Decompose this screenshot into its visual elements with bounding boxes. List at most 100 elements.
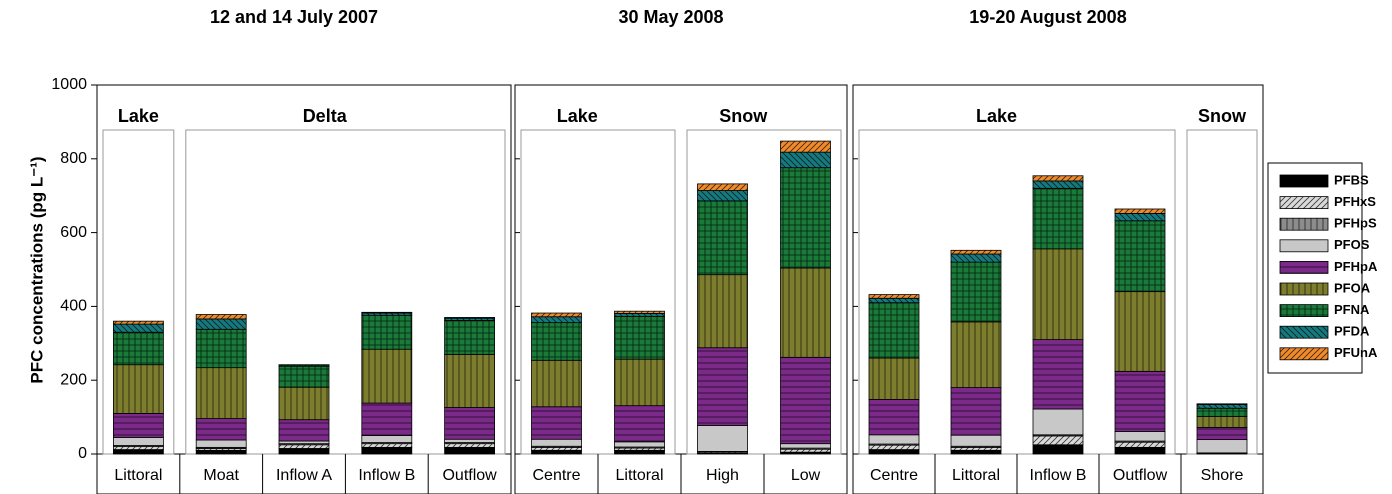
bar-segment (531, 446, 582, 451)
x-tick-label: Outflow (442, 467, 497, 484)
bar-segment (113, 323, 164, 333)
legend-swatch (1279, 282, 1329, 296)
bar-segment (361, 314, 413, 350)
bar-segment (614, 441, 665, 448)
x-tick-label: Shore (1201, 467, 1244, 484)
bar-segment (531, 312, 582, 318)
bar-segment (868, 398, 920, 436)
bar-segment (278, 419, 330, 442)
bar-segment (113, 364, 164, 414)
bar-segment (950, 321, 1002, 388)
bar-segment (780, 167, 831, 269)
bar-segment (1032, 444, 1084, 455)
bar-segment (1114, 291, 1166, 372)
bar-segment (868, 444, 920, 450)
group-label: Lake (557, 106, 598, 126)
legend-label: PFHpA (1334, 259, 1378, 274)
bar-segment (1114, 431, 1166, 442)
x-tick-label: Littoral (615, 467, 663, 484)
legend-swatch (1279, 260, 1329, 274)
bar-segment (1196, 439, 1248, 454)
bar-segment (1114, 446, 1166, 455)
group-label: Snow (719, 106, 768, 126)
x-tick-label: High (706, 467, 739, 484)
bar-segment (278, 444, 330, 449)
group-label: Snow (1198, 106, 1247, 126)
bar-segment (195, 318, 247, 330)
bar-segment (444, 320, 496, 355)
bar-segment (868, 297, 920, 304)
bar-segment (361, 348, 413, 404)
x-tick-label: Low (791, 467, 821, 484)
bar-segment (1114, 213, 1166, 222)
bar-segment (614, 315, 665, 360)
bar-segment (950, 261, 1002, 323)
bar-segment (113, 446, 164, 450)
y-axis-label: PFC concentrations (pg L⁻¹) (27, 156, 46, 383)
bar-segment (361, 402, 413, 436)
bar-segment (444, 317, 496, 319)
bar-segment (1196, 415, 1248, 428)
bar-segment (1032, 187, 1084, 250)
x-tick-label: Inflow B (1030, 467, 1087, 484)
bar-segment (278, 386, 330, 421)
bar-segment (195, 418, 247, 441)
bar-segment (780, 356, 831, 445)
bar-segment (361, 446, 413, 455)
bar-segment (950, 249, 1002, 255)
bar-segment (614, 313, 665, 317)
bar-segment (1114, 220, 1166, 293)
bar-segment (780, 140, 831, 153)
bar-segment (531, 438, 582, 447)
panel-frame (96, 84, 512, 494)
legend-swatch (1279, 304, 1329, 318)
bar-segment (1032, 248, 1084, 341)
bar-segment (614, 358, 665, 407)
bar-segment (195, 367, 247, 419)
bar-segment (113, 449, 164, 455)
panel-title: 30 May 2008 (618, 7, 723, 27)
bar-segment (444, 443, 496, 448)
bar-segment (531, 406, 582, 440)
bar-segment (278, 365, 330, 388)
legend-swatch (1279, 325, 1329, 339)
y-tick-label: 600 (60, 224, 87, 241)
bar-segment (950, 434, 1002, 447)
bar-segment (950, 387, 1002, 436)
bar-segment (531, 449, 582, 455)
bar-segment (950, 446, 1002, 451)
bar-segment (868, 434, 920, 445)
bar-segment (195, 449, 247, 455)
bar-segment (361, 443, 413, 448)
x-tick-label: Littoral (952, 467, 1000, 484)
bar-segment (195, 328, 247, 369)
x-tick-label: Inflow A (276, 467, 332, 484)
bar-segment (444, 353, 496, 408)
panel-title: 12 and 14 July 2007 (210, 7, 378, 27)
y-tick-label: 0 (78, 445, 87, 462)
legend-swatch (1279, 196, 1329, 210)
bar-segment (868, 294, 920, 299)
y-tick-label: 400 (60, 298, 87, 315)
bar-segment (1032, 435, 1084, 446)
legend-swatch (1279, 217, 1329, 231)
bar-segment (113, 436, 164, 446)
x-tick-label: Outflow (1113, 467, 1168, 484)
bar-segment (697, 200, 748, 276)
x-tick-label: Littoral (114, 467, 162, 484)
bar-segment (278, 448, 330, 455)
y-tick-label: 200 (60, 371, 87, 388)
bar-segment (444, 438, 496, 443)
bar-segment (614, 310, 665, 314)
bar-segment (1032, 408, 1084, 436)
bar-segment (113, 331, 164, 366)
legend-label: PFHpS (1334, 216, 1377, 231)
group-label: Lake (118, 106, 159, 126)
y-tick-label: 800 (60, 150, 87, 167)
bar-segment (1196, 407, 1248, 417)
legend-label: PFDA (1334, 324, 1370, 339)
panel-frame (514, 84, 848, 494)
legend-label: PFOS (1334, 237, 1370, 252)
bar-segment (1196, 427, 1248, 441)
bar-segment (1114, 370, 1166, 432)
